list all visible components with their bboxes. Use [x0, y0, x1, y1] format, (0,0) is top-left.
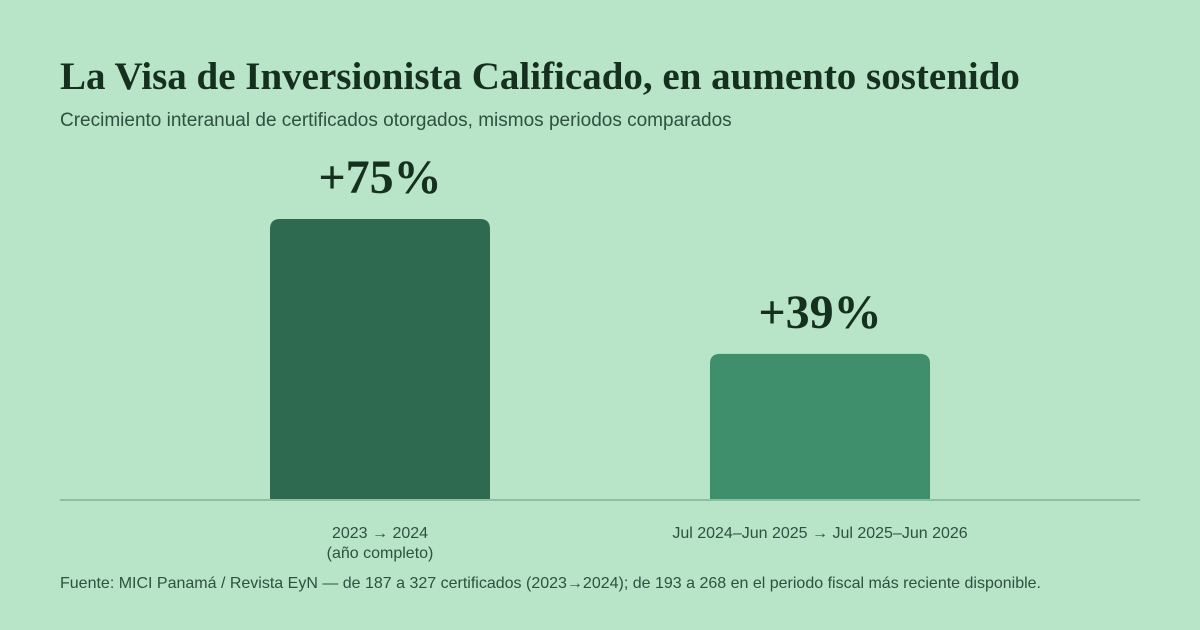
chart-subtitle: Crecimiento interanual de certificados o… — [60, 110, 732, 131]
category-label-1-line-2: (año completo) — [327, 545, 434, 562]
labels-group: +75% 2023 → 2024 (año completo) +39% Jul 202… — [318, 151, 967, 562]
value-label-2: +39% — [758, 286, 881, 339]
bar-1 — [270, 219, 490, 500]
bars-group — [270, 219, 930, 500]
bar-chart: +75% 2023 → 2024 (año completo) +39% Jul 202… — [60, 151, 1140, 562]
category-label-1-line-1: 2023 → 2024 — [332, 525, 428, 542]
source-note: Fuente: MICI Panamá / Revista EyN — de 1… — [60, 575, 1041, 592]
bar-2 — [710, 353, 930, 500]
value-label-1: +75% — [318, 151, 441, 204]
category-label-2: Jul 2024–Jun 2025 → Jul 2025–Jun 2026 — [672, 525, 967, 542]
chart-title: La Visa de Inversionista Calificado, en … — [60, 55, 1020, 98]
